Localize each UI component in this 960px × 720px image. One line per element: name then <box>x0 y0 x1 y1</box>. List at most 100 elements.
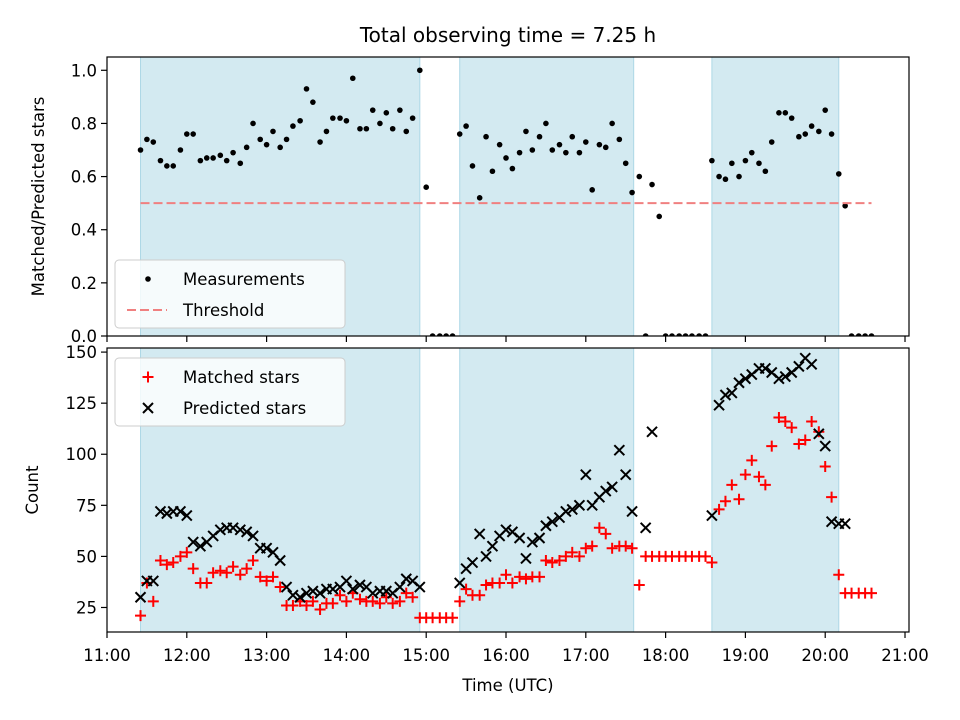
predicted-star-point <box>759 362 772 375</box>
y-tick-label: 150 <box>66 343 98 362</box>
measurement-point <box>377 120 383 127</box>
predicted-star-point <box>354 579 366 591</box>
measurement-point <box>283 136 290 143</box>
predicted-star-point <box>147 575 159 587</box>
matched-star-point <box>327 597 339 609</box>
measurement-point <box>536 133 543 140</box>
measurement-point <box>317 139 323 145</box>
measurement-point <box>662 333 669 336</box>
matched-star-point <box>374 597 386 609</box>
matched-star-point <box>739 469 751 481</box>
y-tick-label: 75 <box>76 496 97 515</box>
matched-star-point <box>301 599 313 611</box>
predicted-star-point <box>161 507 173 520</box>
legend-label: Measurements <box>183 270 305 289</box>
x-tick-label: 21:00 <box>881 646 929 665</box>
measurement-point <box>602 144 609 151</box>
matched-star-point <box>706 557 718 569</box>
measurement-point <box>742 157 749 164</box>
matched-star-point <box>227 561 239 573</box>
matched-star-point <box>514 571 526 583</box>
matched-star-point <box>154 554 166 566</box>
predicted-star-point <box>414 581 426 593</box>
legend-marker <box>142 402 154 414</box>
matched-star-point <box>733 493 745 505</box>
measurement-point <box>509 165 516 172</box>
measurement-point <box>363 125 370 132</box>
matched-star-point <box>221 567 233 579</box>
matched-star-point <box>540 554 552 566</box>
predicted-star-point <box>573 499 586 512</box>
measurement-point <box>184 131 190 137</box>
predicted-star-point <box>773 372 785 385</box>
matched-star-point <box>167 557 179 569</box>
measurement-point <box>456 131 463 137</box>
matched-star-point <box>606 542 618 554</box>
measurement-point <box>842 203 848 209</box>
matched-star-point <box>593 522 605 534</box>
legend-box <box>114 259 346 329</box>
measurement-point <box>197 157 204 164</box>
predicted-star-point <box>214 524 227 536</box>
matched-star-point <box>314 604 326 616</box>
predicted-star-point <box>247 530 259 542</box>
measurement-point <box>297 117 303 124</box>
measurement-point <box>330 115 336 121</box>
matched-star-point <box>586 540 598 552</box>
measurement-point <box>729 160 735 167</box>
measurement-point <box>589 187 595 193</box>
chart-title: Total observing time = 7.25 h <box>359 23 656 47</box>
measurement-point <box>642 333 649 336</box>
predicted-star-point <box>327 583 339 595</box>
matched-star-point <box>600 528 612 540</box>
predicted-star-point <box>134 591 147 603</box>
matched-star-point <box>287 599 299 611</box>
x-tick-label: 16:00 <box>482 646 530 665</box>
matched-star-point <box>726 479 738 491</box>
matched-star-point <box>700 550 712 562</box>
x-tick-label: 19:00 <box>722 646 770 665</box>
predicted-star-point <box>733 377 745 389</box>
measurement-point <box>337 115 343 121</box>
matched-star-point <box>566 546 578 558</box>
predicted-star-point <box>314 587 326 599</box>
matched-star-point <box>494 577 506 589</box>
measurement-point <box>150 139 157 145</box>
measurement-point <box>576 149 583 156</box>
measurement-point <box>543 120 549 127</box>
predicted-star-point <box>739 372 752 385</box>
measurement-point <box>669 333 675 336</box>
matched-star-point <box>719 495 731 507</box>
matched-star-point <box>620 540 632 552</box>
measurement-point <box>429 333 436 336</box>
measurement-point <box>689 333 695 336</box>
measurement-point <box>696 333 702 336</box>
measurement-point <box>529 147 536 153</box>
measurement-point <box>223 157 230 164</box>
measurement-point <box>748 149 755 156</box>
x-tick-label: 20:00 <box>801 646 849 665</box>
matched-star-point <box>334 589 346 601</box>
matched-star-point <box>161 559 173 571</box>
predicted-star-point <box>646 426 658 438</box>
predicted-star-point <box>187 536 199 548</box>
measurement-point <box>796 133 802 140</box>
predicted-star-point <box>779 370 792 383</box>
predicted-star-point <box>813 428 825 440</box>
predicted-star-point <box>533 532 546 544</box>
matched-star-point <box>241 563 253 575</box>
predicted-star-point <box>194 540 207 552</box>
measurement-point <box>709 157 715 164</box>
matched-star-point <box>407 591 419 603</box>
predicted-star-point <box>240 526 253 538</box>
y-tick-label: 0.2 <box>71 274 97 293</box>
predicted-star-point <box>819 440 831 452</box>
ratio-y-axis-label: Matched/Predicted stars <box>29 97 48 297</box>
matched-star-point <box>254 571 266 583</box>
measurement-point <box>788 115 795 121</box>
predicted-star-point <box>600 485 612 497</box>
measurement-point <box>682 333 689 336</box>
predicted-star-point <box>793 360 805 373</box>
predicted-star-point <box>473 528 486 540</box>
